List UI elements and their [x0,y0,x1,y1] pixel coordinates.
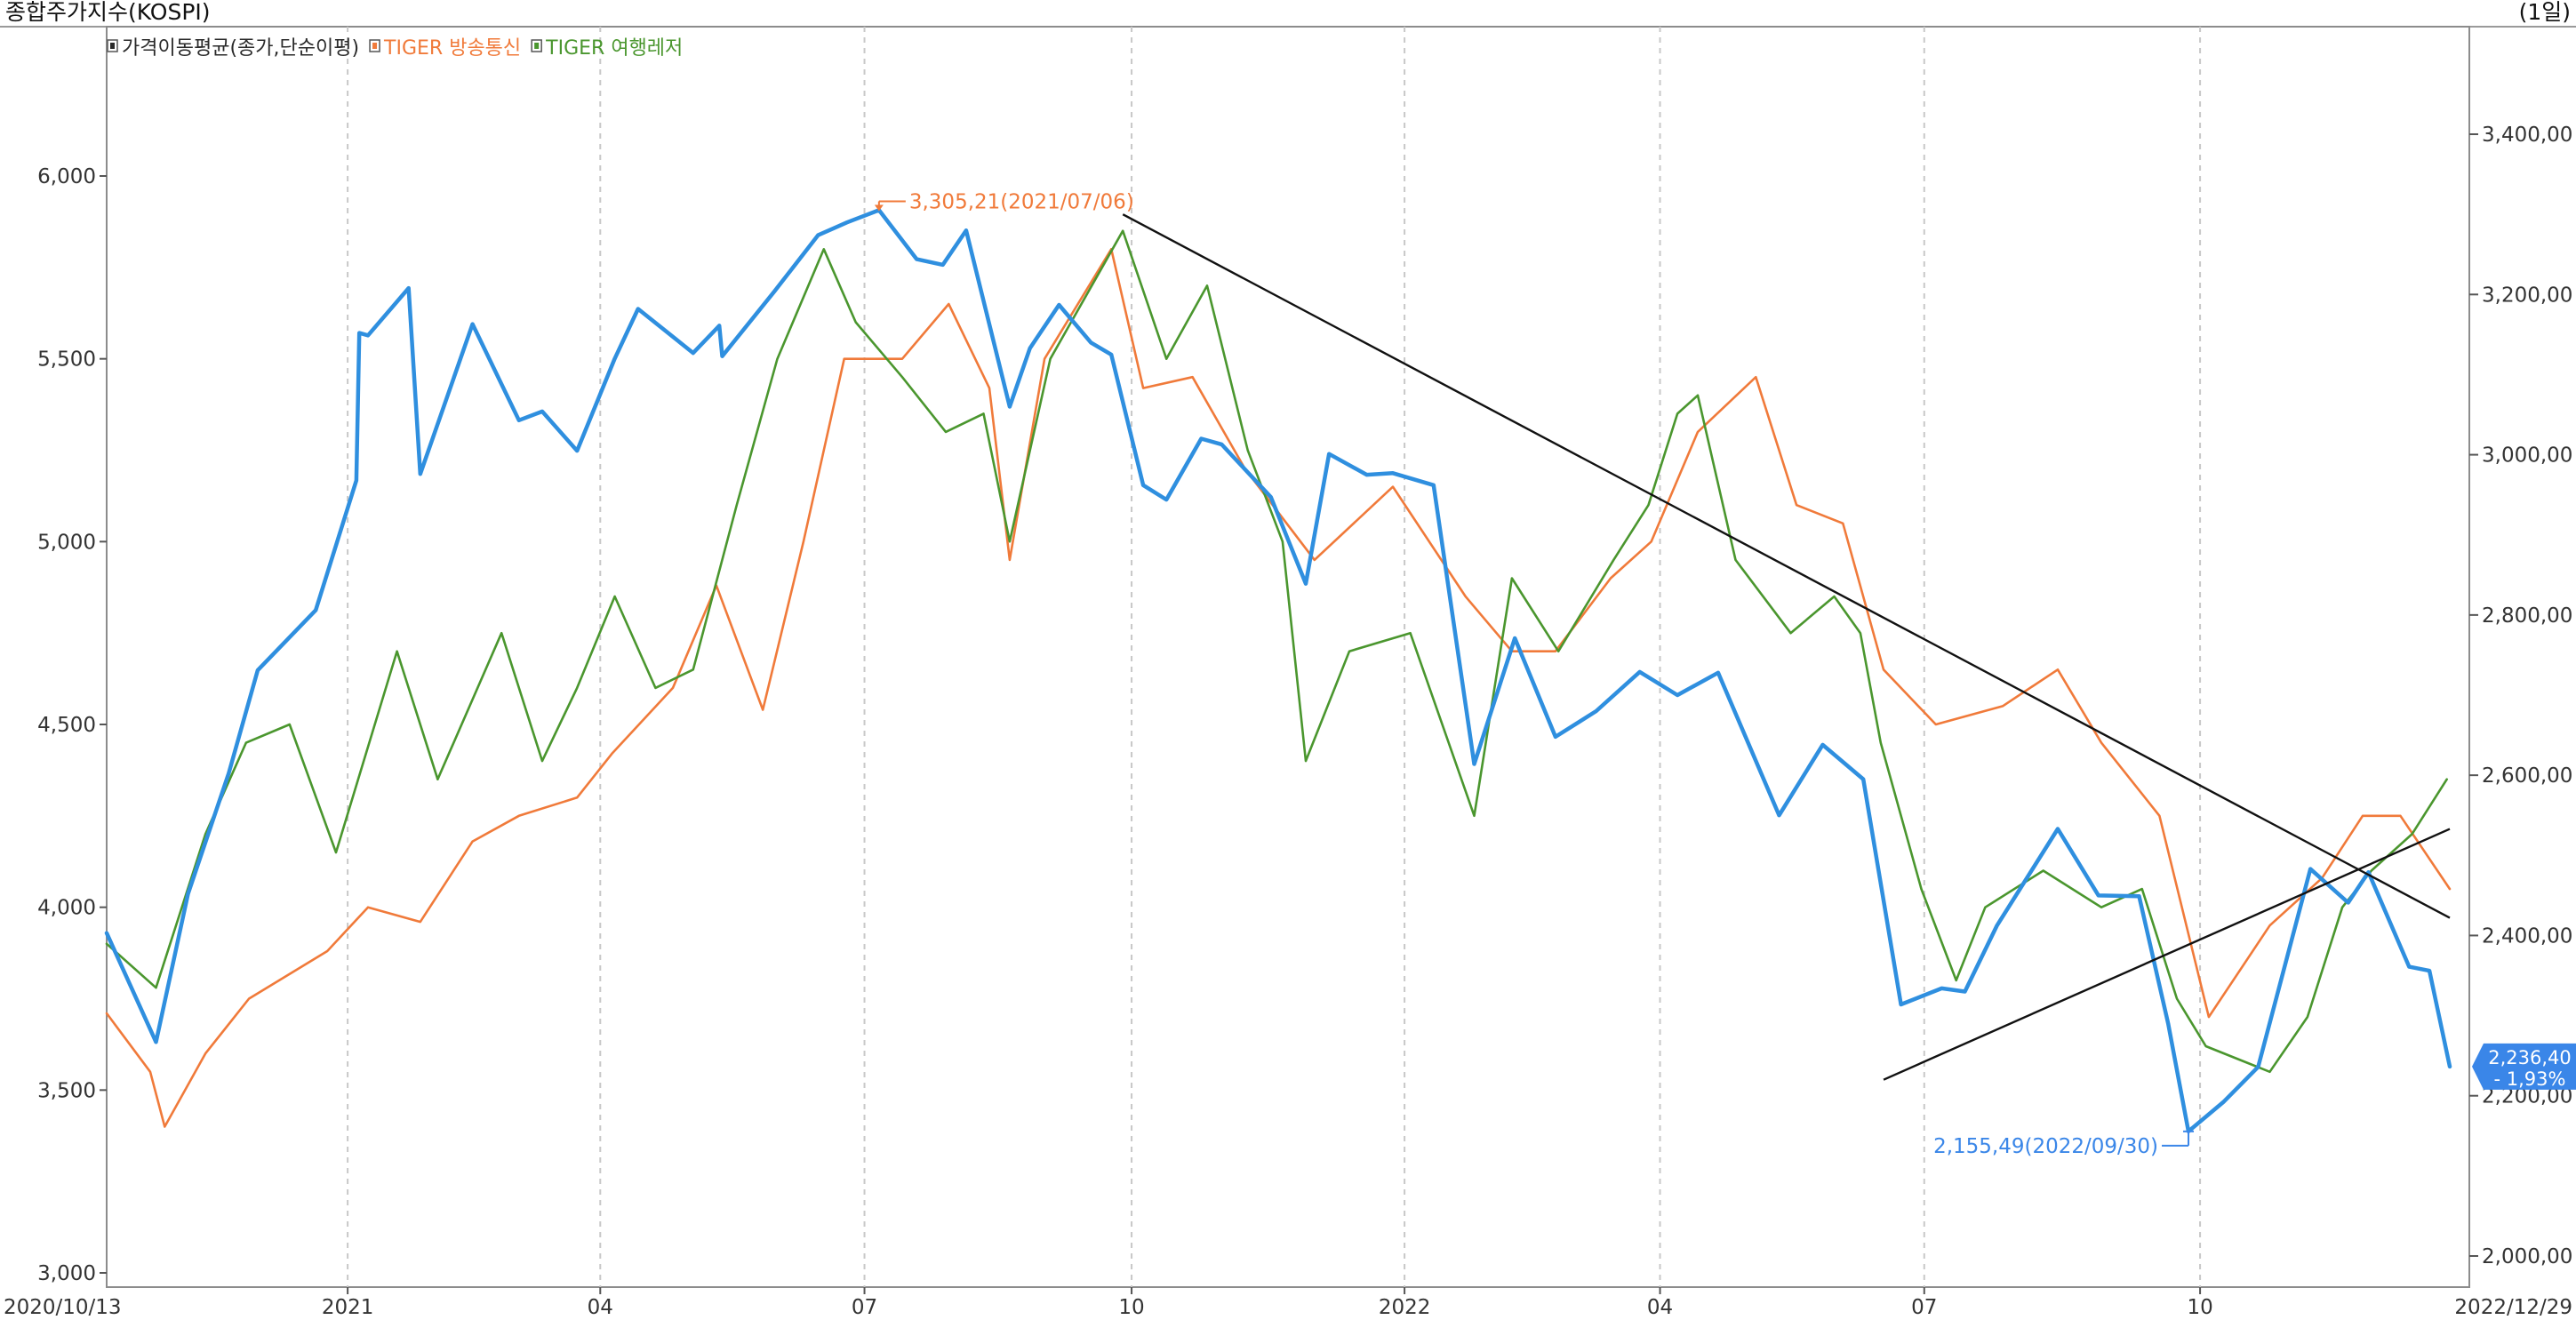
series-line-1 [105,247,2452,1128]
y-left-tick-label: 5,000 [37,531,96,554]
last-change-text: - 1,93% [2494,1068,2566,1090]
x-tick-label: 10 [2187,1296,2212,1319]
x-tick-label: 2021 [322,1296,374,1319]
y-right-tick-label: 3,000,00 [2482,444,2572,468]
last-value-text: 2,236,40 [2488,1047,2572,1068]
x-tick-label: 07 [1911,1296,1937,1319]
plot-frame [106,26,2470,1288]
y-right-tick-label: 2,000,00 [2482,1245,2572,1268]
series-line-0 [104,208,2452,1134]
period-label: (1일) [2519,0,2571,25]
y-left-tick-label: 4,000 [37,897,96,920]
y-left-tick-label: 3,500 [37,1079,96,1102]
trendline-0[interactable] [1122,213,2451,919]
x-start-label: 2020/10/13 [4,1296,122,1319]
x-tick-label: 10 [1118,1296,1144,1319]
y-left-tick-label: 5,500 [37,348,96,372]
y-right-tick-label: 2,800,00 [2482,604,2572,628]
legend-swatch [372,43,378,49]
annotation-arrow-icon [874,204,884,212]
legend-swatch [534,43,540,49]
legend-label-2: TIGER 여행레저 [545,37,683,60]
window-title: 종합주가지수(KOSPI) [5,0,211,25]
y-right-tick-label: 2,400,00 [2482,924,2572,948]
annotation-label: 3,305,21(2021/07/06) [909,190,1134,213]
x-tick-label: 07 [852,1296,877,1319]
y-right-tick-label: 2,600,00 [2482,764,2572,788]
y-right-tick-label: 3,400,00 [2482,124,2572,147]
legend-swatch [110,43,115,49]
series-line-2 [105,229,2448,1074]
annotation-label: 2,155,49(2022/09/30) [1933,1135,2158,1158]
y-left-tick-label: 4,500 [37,714,96,737]
y-left-tick-label: 3,000 [37,1262,96,1285]
x-end-label: 2022/12/29 [2454,1296,2572,1319]
last-value-badge [2472,1043,2576,1090]
legend-label-0: 가격이동평균(종가,단순이평) [122,37,359,60]
legend-label-1: TIGER 방송통신 [383,37,521,60]
trendline-1[interactable] [1883,828,2451,1081]
x-tick-label: 04 [1647,1296,1673,1319]
y-right-tick-label: 3,200,00 [2482,284,2572,307]
x-tick-label: 04 [588,1296,613,1319]
x-tick-label: 2022 [1379,1296,1431,1319]
y-left-tick-label: 6,000 [37,165,96,188]
